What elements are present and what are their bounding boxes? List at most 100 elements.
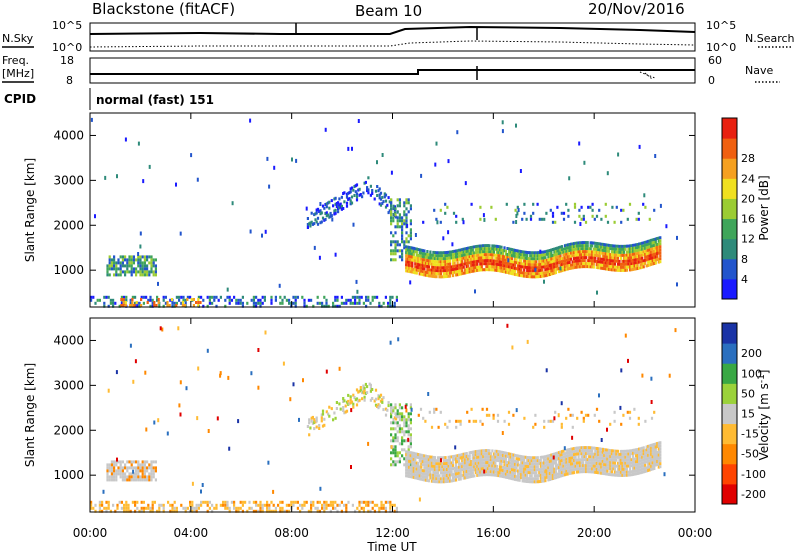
heatmap-cell xyxy=(625,473,629,477)
heatmap-cell xyxy=(501,454,505,457)
heatmap-cell xyxy=(321,503,324,507)
heatmap-cell xyxy=(480,452,483,456)
heatmap-cell xyxy=(473,260,476,264)
heatmap-cell xyxy=(261,301,264,305)
heatmap-cell xyxy=(613,410,616,414)
heatmap-cell xyxy=(615,473,618,477)
heatmap-cell xyxy=(446,425,449,429)
nsky-series-line xyxy=(89,25,696,35)
heatmap-cell xyxy=(477,452,480,456)
heatmap-cell xyxy=(137,463,140,467)
heatmap-cell xyxy=(514,208,517,212)
heatmap-cell xyxy=(132,270,135,274)
heatmap-cell xyxy=(536,275,539,279)
heatmap-cell xyxy=(653,461,656,464)
heatmap-cell xyxy=(387,196,390,200)
heatmap-cell xyxy=(152,472,155,476)
heatmap-cell xyxy=(501,264,505,267)
heatmap-cell xyxy=(554,476,557,480)
heatmap-cell xyxy=(436,220,439,225)
heatmap-cell xyxy=(228,295,231,299)
heatmap-cell xyxy=(485,464,488,468)
heatmap-cell xyxy=(272,489,275,494)
heatmap-cell xyxy=(182,298,185,302)
heatmap-cell xyxy=(130,270,133,274)
heatmap-cell xyxy=(249,118,252,123)
heatmap-cell xyxy=(653,467,656,470)
heatmap-cell xyxy=(146,469,149,473)
heatmap-cell xyxy=(410,407,413,412)
heatmap-cell xyxy=(544,271,547,275)
heatmap-cell xyxy=(591,241,594,245)
heatmap-cell xyxy=(359,193,362,196)
heatmap-cell xyxy=(632,454,635,458)
heatmap-cell xyxy=(137,472,140,476)
heatmap-cell xyxy=(447,268,450,272)
heatmap-cell xyxy=(420,456,423,460)
heatmap-cell xyxy=(562,262,565,266)
heatmap-cell xyxy=(477,256,480,260)
heatmap-cell xyxy=(473,453,476,457)
heatmap-cell xyxy=(638,260,641,264)
heatmap-cell xyxy=(603,246,606,250)
heatmap-cell xyxy=(586,262,589,266)
heatmap-cell xyxy=(598,471,601,475)
heatmap-cell xyxy=(577,455,580,459)
heatmap-cell xyxy=(456,252,459,256)
heatmap-cell xyxy=(119,261,122,265)
heatmap-cell xyxy=(384,500,387,504)
heatmap-cell xyxy=(553,416,556,421)
heatmap-cell xyxy=(356,295,359,299)
heatmap-cell xyxy=(316,207,320,211)
heatmap-cell xyxy=(323,500,326,504)
heatmap-cell xyxy=(492,259,495,263)
heatmap-cell xyxy=(459,272,462,276)
heatmap-cell xyxy=(638,465,641,469)
heatmap-cell xyxy=(396,249,399,253)
heatmap-cell xyxy=(500,263,503,267)
heatmap-cell xyxy=(335,202,338,205)
heatmap-cell xyxy=(529,269,532,273)
heatmap-cell xyxy=(435,459,438,463)
heatmap-cell xyxy=(511,459,514,463)
heatmap-cell xyxy=(562,449,565,453)
heatmap-cell xyxy=(650,253,653,257)
heatmap-cell xyxy=(489,452,492,456)
heatmap-cell xyxy=(597,468,600,472)
heatmap-cell xyxy=(630,253,633,257)
heatmap-cell xyxy=(340,204,343,208)
heatmap-cell xyxy=(461,453,464,457)
heatmap-cell xyxy=(266,503,269,507)
heatmap-cell xyxy=(518,264,521,268)
heatmap-cell xyxy=(143,466,146,470)
heatmap-cell xyxy=(543,419,546,423)
heatmap-cell xyxy=(568,243,571,246)
heatmap-cell xyxy=(659,236,662,240)
heatmap-cell xyxy=(211,503,214,507)
heatmap-cell xyxy=(625,452,629,456)
heatmap-cell xyxy=(373,509,376,513)
heatmap-cell xyxy=(406,450,409,454)
heatmap-cell xyxy=(619,449,623,453)
heatmap-cell xyxy=(438,474,441,478)
heatmap-cell xyxy=(283,509,286,513)
heatmap-cell xyxy=(414,259,417,263)
heatmap-cell xyxy=(511,266,514,270)
heatmap-cell xyxy=(459,254,462,258)
heatmap-cell xyxy=(414,256,417,260)
heatmap-cell xyxy=(380,503,383,507)
heatmap-cell xyxy=(405,207,408,211)
heatmap-cell xyxy=(609,449,612,453)
heatmap-cell xyxy=(424,466,427,470)
heatmap-cell xyxy=(639,456,642,460)
heatmap-cell xyxy=(630,256,633,260)
heatmap-cell xyxy=(464,262,467,266)
heatmap-cell xyxy=(565,469,568,473)
heatmap-cell xyxy=(547,466,550,470)
heatmap-cell xyxy=(462,265,465,269)
heatmap-cell xyxy=(589,241,592,245)
heatmap-cell xyxy=(411,457,414,461)
heatmap-cell xyxy=(423,463,426,467)
heatmap-cell xyxy=(405,468,408,472)
heatmap-cell xyxy=(452,455,455,459)
